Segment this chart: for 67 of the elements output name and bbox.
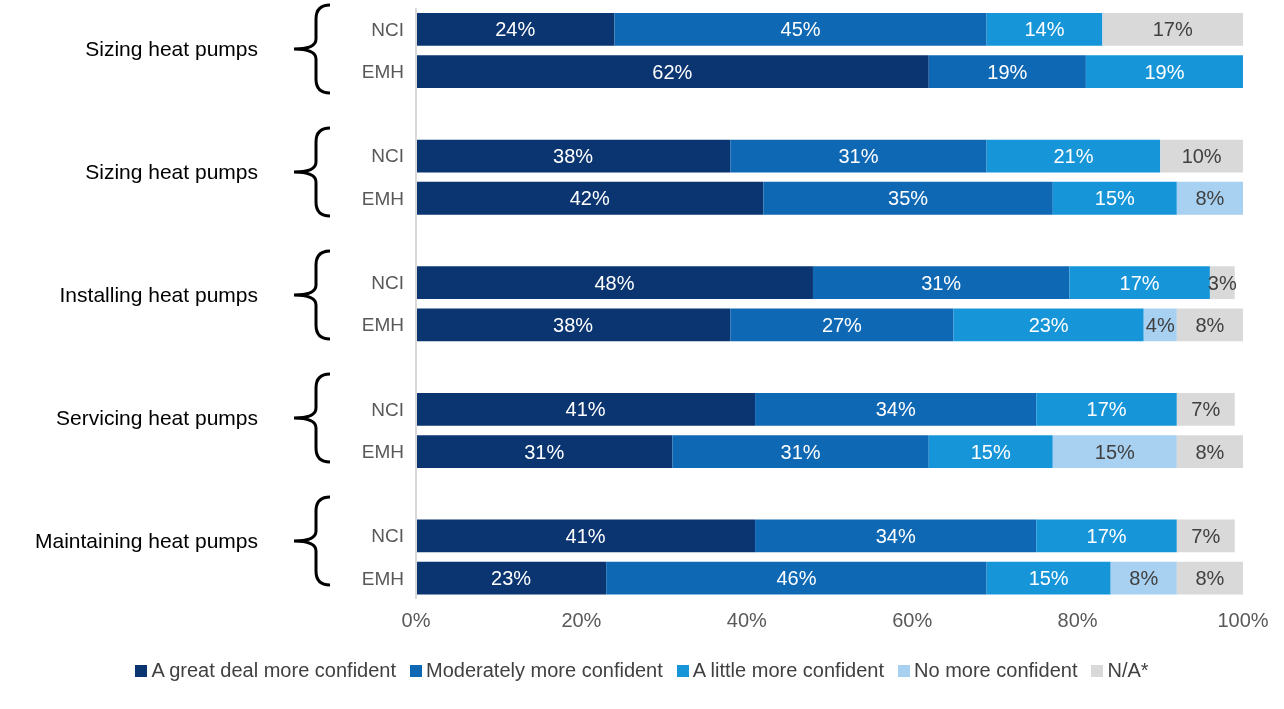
legend-label: A great deal more confident [150, 659, 397, 682]
data-label: 15% [970, 440, 1011, 463]
data-label: 23% [491, 567, 532, 590]
data-label: 62% [652, 60, 693, 83]
y-tick-label: EMH [361, 440, 404, 462]
x-tick-label: 0% [401, 609, 431, 632]
data-label: 23% [1028, 313, 1069, 336]
data-label: 8% [1195, 187, 1225, 210]
y-tick-label: NCI [371, 272, 404, 294]
data-label: 48% [594, 271, 635, 294]
data-label: 31% [524, 440, 565, 463]
data-label: 7% [1191, 524, 1221, 547]
x-tick-label: 40% [726, 609, 768, 632]
y-tick-label: NCI [371, 18, 404, 40]
y-tick-label: NCI [371, 525, 404, 547]
x-tick-label: 80% [1057, 609, 1098, 632]
data-label: 27% [821, 313, 863, 336]
data-label: 41% [565, 398, 606, 421]
data-label: 24% [495, 18, 536, 41]
x-tick-label: 100% [1217, 609, 1269, 632]
legend-label: A little more confident [691, 659, 885, 682]
data-label: 35% [888, 187, 929, 210]
data-label: 19% [987, 60, 1028, 83]
legend-label: No more confident [913, 659, 1078, 682]
data-label: 8% [1195, 313, 1225, 336]
y-tick-label: EMH [361, 187, 404, 209]
data-label: 15% [1094, 187, 1136, 210]
data-label: 34% [875, 524, 916, 547]
x-tick-label: 20% [561, 609, 602, 632]
data-label: 17% [1086, 398, 1127, 421]
data-label: 15% [1094, 440, 1136, 463]
data-label: 17% [1152, 18, 1193, 41]
data-label: 8% [1195, 440, 1225, 463]
text: Sizing heat pumps [85, 36, 258, 62]
data-label: 42% [569, 187, 610, 210]
data-label: 31% [838, 145, 879, 168]
data-label: 15% [1028, 567, 1069, 590]
text: Maintaining heat pumps [35, 528, 258, 554]
text: Sizing heat pumps [85, 159, 258, 185]
legend-label: N/A* [1106, 659, 1149, 682]
y-tick-label: NCI [371, 398, 404, 420]
data-label: 10% [1181, 145, 1222, 168]
data-label: 14% [1024, 18, 1065, 41]
text: Installing heat pumps [59, 282, 258, 308]
data-label: 8% [1195, 567, 1225, 590]
data-label: 17% [1119, 271, 1160, 294]
data-label: 38% [553, 145, 594, 168]
x-tick-label: 60% [892, 609, 933, 632]
legend-label: Moderately more confident [425, 659, 663, 682]
data-label: 31% [921, 271, 962, 294]
data-label: 4% [1145, 313, 1175, 336]
data-label: 21% [1053, 145, 1094, 168]
y-tick-label: EMH [361, 314, 404, 336]
data-label: 8% [1129, 567, 1159, 590]
text: Servicing heat pumps [56, 405, 258, 431]
y-tick-label: NCI [371, 145, 404, 167]
data-label: 17% [1086, 524, 1127, 547]
data-label: 45% [780, 18, 821, 41]
data-label: 7% [1191, 398, 1221, 421]
data-label: 41% [565, 524, 606, 547]
data-label: 31% [780, 440, 821, 463]
data-label: 38% [553, 313, 594, 336]
data-label: 46% [776, 567, 817, 590]
data-label: 19% [1144, 60, 1185, 83]
y-tick-label: EMH [361, 567, 404, 589]
data-label: 34% [875, 398, 916, 421]
y-tick-label: EMH [361, 61, 404, 83]
